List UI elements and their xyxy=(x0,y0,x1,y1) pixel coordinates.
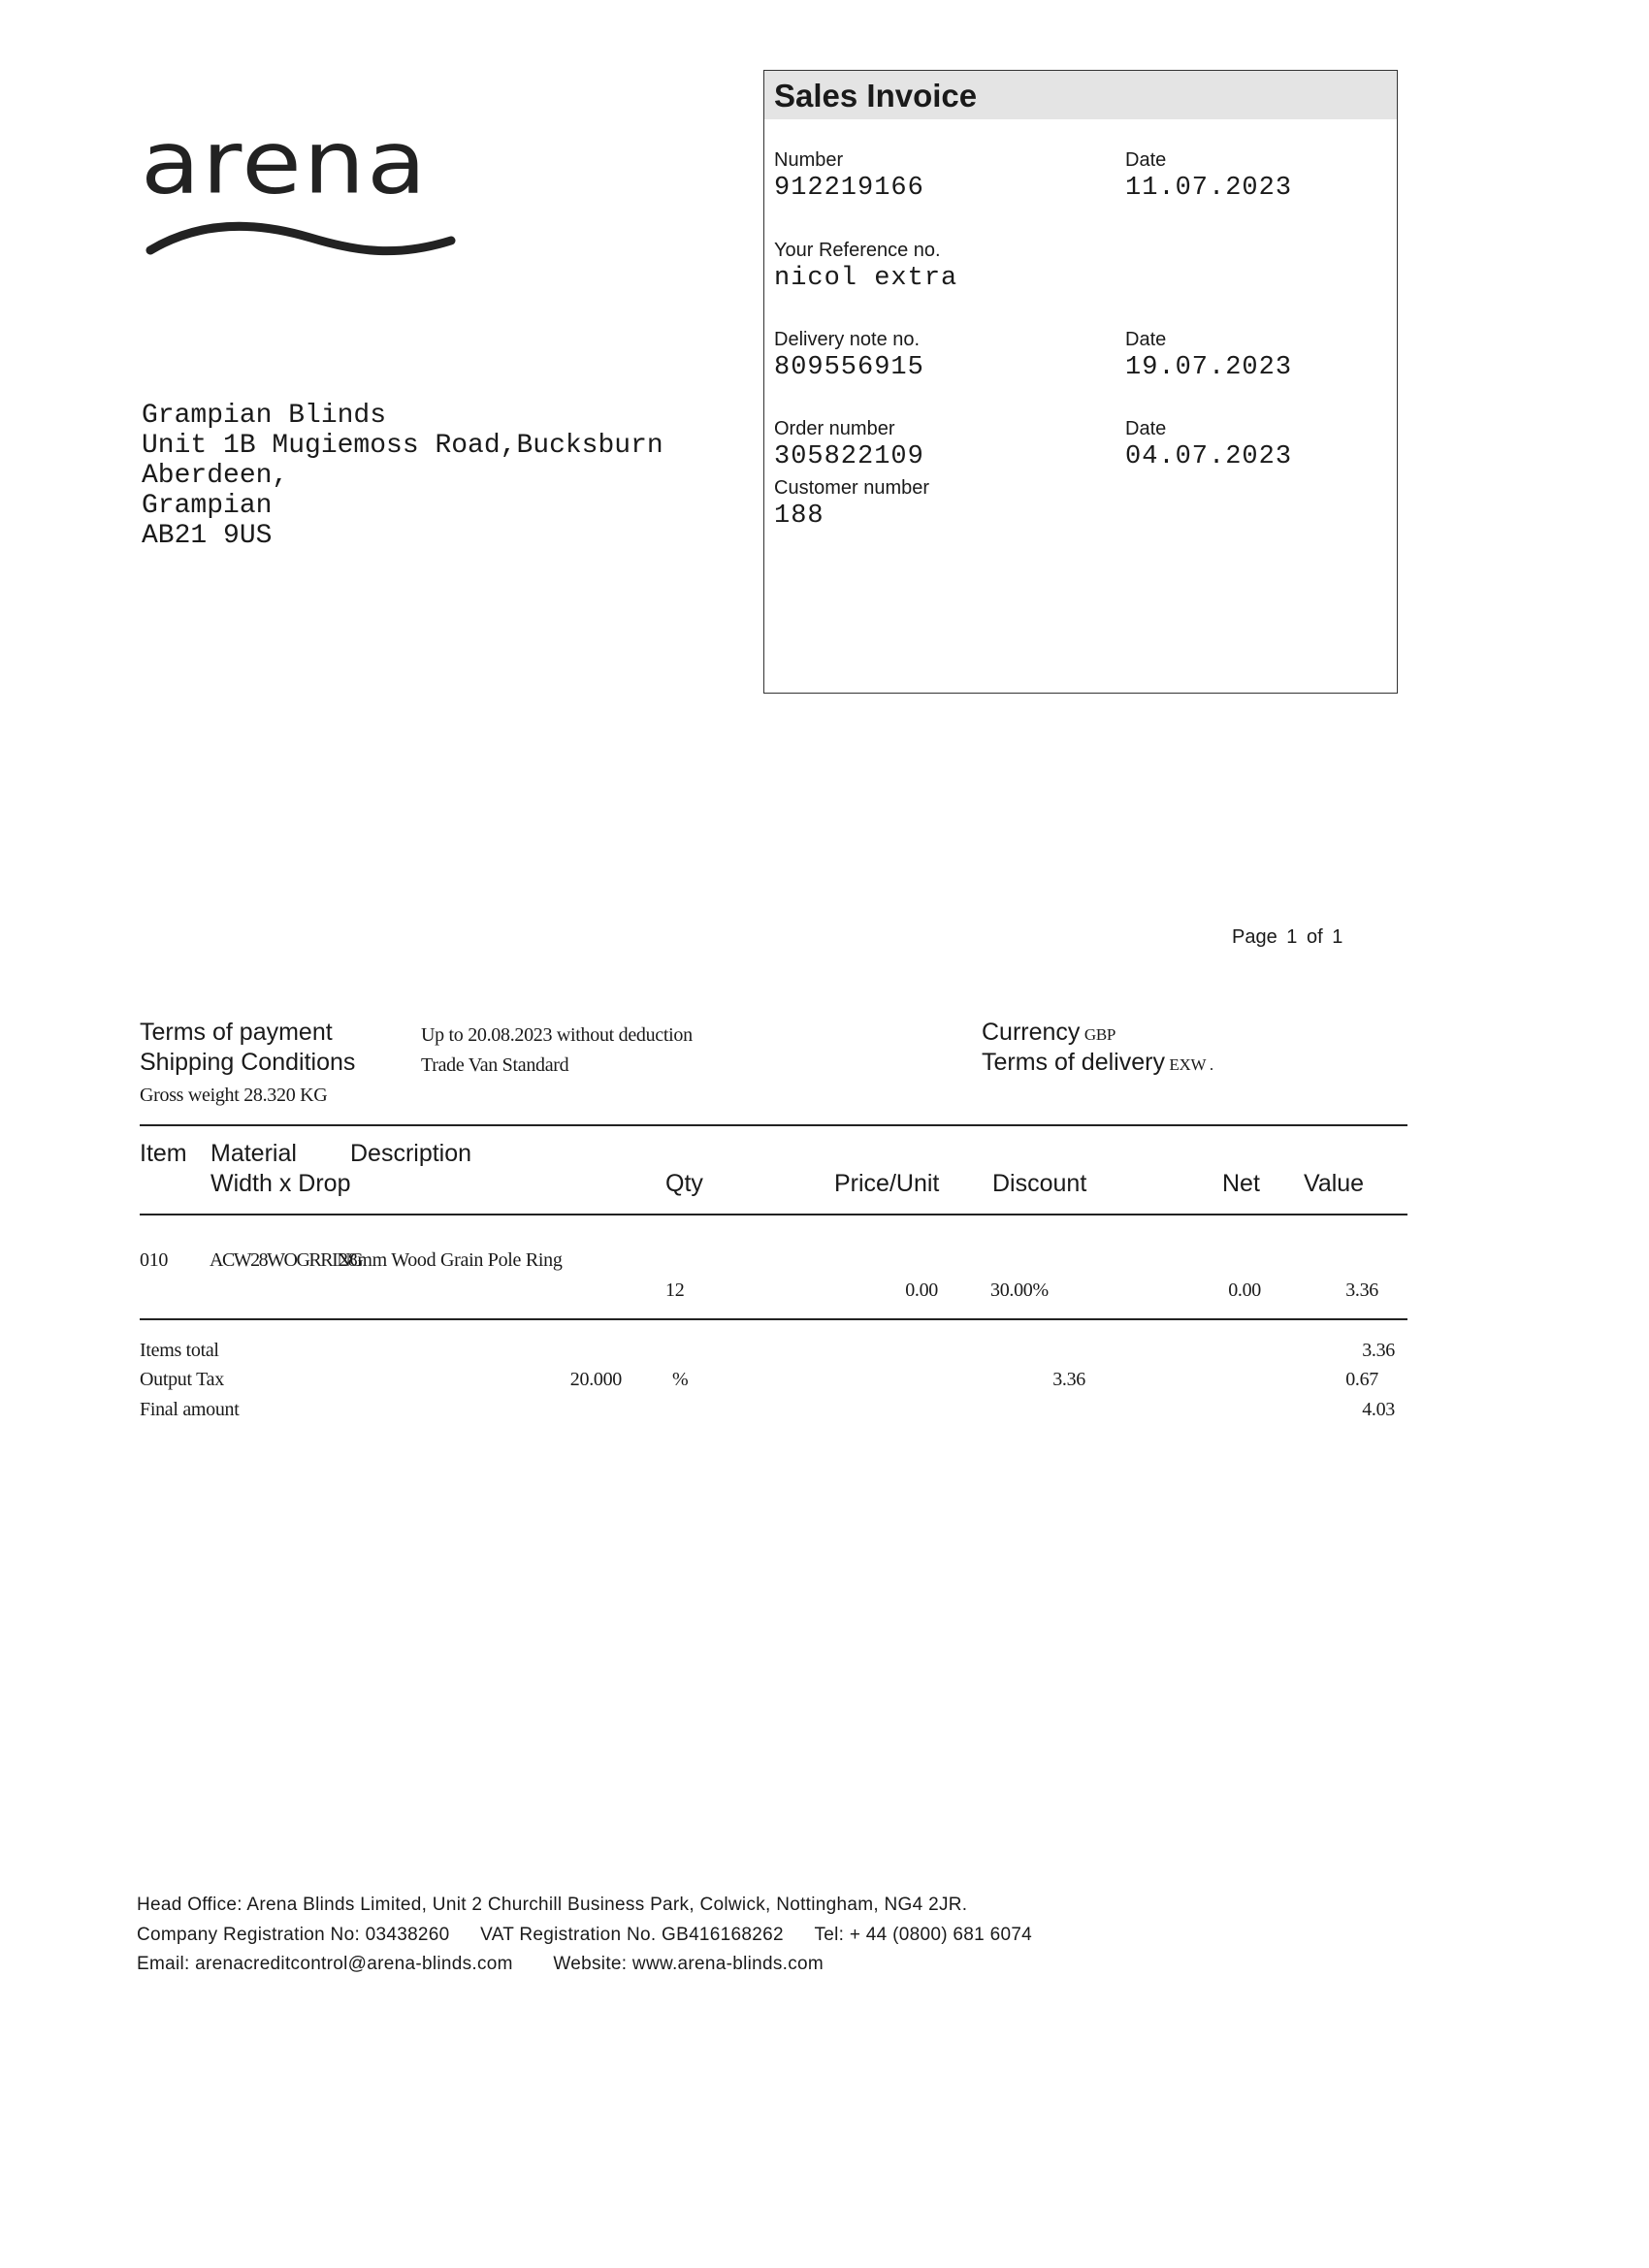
website: Website: www.arena-blinds.com xyxy=(553,1954,824,1974)
reference-label: Your Reference no. xyxy=(774,240,941,261)
delivery-date-label: Date xyxy=(1125,329,1167,350)
col-discount: Discount xyxy=(992,1170,1087,1197)
row-price: 0.00 xyxy=(905,1280,938,1301)
col-material: Material xyxy=(210,1140,297,1167)
invoice-title: Sales Invoice xyxy=(774,78,978,113)
shipping-conditions: Trade Van Standard xyxy=(421,1054,569,1076)
page-total: 1 xyxy=(1332,926,1343,948)
currency: Currency GBP xyxy=(982,1019,1116,1047)
order-number: 305822109 xyxy=(774,442,924,471)
invoice-date: 11.07.2023 xyxy=(1125,174,1293,203)
row-net: 0.00 xyxy=(1228,1280,1261,1301)
page-label: Page xyxy=(1232,926,1277,948)
col-item: Item xyxy=(140,1140,187,1167)
arena-logo: arena xyxy=(141,111,456,256)
col-width-drop: Width x Drop xyxy=(210,1170,351,1197)
output-tax-label: Output Tax xyxy=(140,1369,224,1390)
col-description: Description xyxy=(350,1140,472,1167)
reference-value: nicol extra xyxy=(774,264,958,293)
col-qty: Qty xyxy=(665,1170,703,1197)
gross-weight: Gross weight 28.320 KG xyxy=(140,1085,328,1106)
tax-base: 3.36 xyxy=(1052,1369,1085,1390)
row-description: 28mm Wood Grain Pole Ring xyxy=(339,1249,563,1271)
row-qty: 12 xyxy=(665,1280,685,1301)
order-number-label: Order number xyxy=(774,418,895,439)
page-of: of xyxy=(1306,926,1323,948)
order-date-label: Date xyxy=(1125,418,1167,439)
col-net: Net xyxy=(1222,1170,1260,1197)
delivery-date: 19.07.2023 xyxy=(1125,353,1293,382)
delivery-terms-value: EXW . xyxy=(1169,1055,1213,1074)
divider xyxy=(140,1214,1407,1215)
row-discount: 30.00% xyxy=(990,1280,1049,1301)
tax-rate: 20.000 xyxy=(569,1369,623,1390)
currency-value: GBP xyxy=(1083,1025,1116,1044)
email: Email: arenacreditcontrol@arena-blinds.c… xyxy=(137,1954,513,1974)
address-line: Aberdeen, xyxy=(142,461,289,491)
telephone: Tel: + 44 (0800) 681 6074 xyxy=(814,1925,1033,1945)
tax-percent: % xyxy=(672,1369,689,1390)
payment-terms: Up to 20.08.2023 without deduction xyxy=(421,1024,693,1046)
address-line: Grampian xyxy=(142,491,273,521)
address-line: AB21 9US xyxy=(142,521,273,551)
col-price: Price/Unit xyxy=(834,1170,940,1197)
shipping-label: Shipping Conditions xyxy=(140,1049,356,1076)
divider xyxy=(140,1318,1407,1320)
currency-label: Currency xyxy=(982,1019,1081,1046)
date-label: Date xyxy=(1125,149,1167,171)
delivery-terms-label: Terms of delivery xyxy=(982,1049,1165,1076)
final-amount: 4.03 xyxy=(1362,1399,1395,1420)
customer-address: Grampian Blinds Unit 1B Mugiemoss Road,B… xyxy=(142,401,663,551)
customer-number: 188 xyxy=(774,502,824,531)
page-current: 1 xyxy=(1286,926,1298,948)
address-line: Grampian Blinds xyxy=(142,401,387,431)
customer-number-label: Customer number xyxy=(774,477,930,499)
company-registration: Company Registration No: 03438260 xyxy=(137,1925,450,1945)
divider xyxy=(140,1124,1407,1126)
number-label: Number xyxy=(774,149,844,171)
footer-head-office: Head Office: Arena Blinds Limited, Unit … xyxy=(137,1895,968,1915)
footer-contact: Email: arenacreditcontrol@arena-blinds.c… xyxy=(137,1954,824,1975)
vat-registration: VAT Registration No. GB416168262 xyxy=(480,1925,784,1945)
row-material: ACW28WOGRRING xyxy=(210,1249,364,1271)
address-line: Unit 1B Mugiemoss Road,Bucksburn xyxy=(142,431,663,461)
payment-terms-label: Terms of payment xyxy=(140,1019,333,1046)
terms-of-delivery: Terms of delivery EXW . xyxy=(982,1049,1213,1077)
logo-text: arena xyxy=(141,111,429,214)
delivery-note-number: 809556915 xyxy=(774,353,924,382)
logo-wave-icon xyxy=(146,221,456,256)
footer-registration: Company Registration No: 03438260 VAT Re… xyxy=(137,1925,1032,1946)
page-indicator: Page 1 of 1 xyxy=(1232,926,1342,949)
items-total: 3.36 xyxy=(1362,1340,1395,1361)
order-date: 04.07.2023 xyxy=(1125,442,1293,471)
invoice-title-band xyxy=(764,71,1397,119)
output-tax: 0.67 xyxy=(1345,1369,1378,1390)
invoice-number: 912219166 xyxy=(774,174,924,203)
delivery-note-label: Delivery note no. xyxy=(774,329,921,350)
items-total-label: Items total xyxy=(140,1340,219,1361)
final-amount-label: Final amount xyxy=(140,1399,240,1420)
row-value: 3.36 xyxy=(1345,1280,1378,1301)
col-value: Value xyxy=(1304,1170,1365,1197)
row-item: 010 xyxy=(140,1249,169,1271)
invoice-info-box: Sales Invoice Number 912219166 Date 11.0… xyxy=(763,70,1398,694)
